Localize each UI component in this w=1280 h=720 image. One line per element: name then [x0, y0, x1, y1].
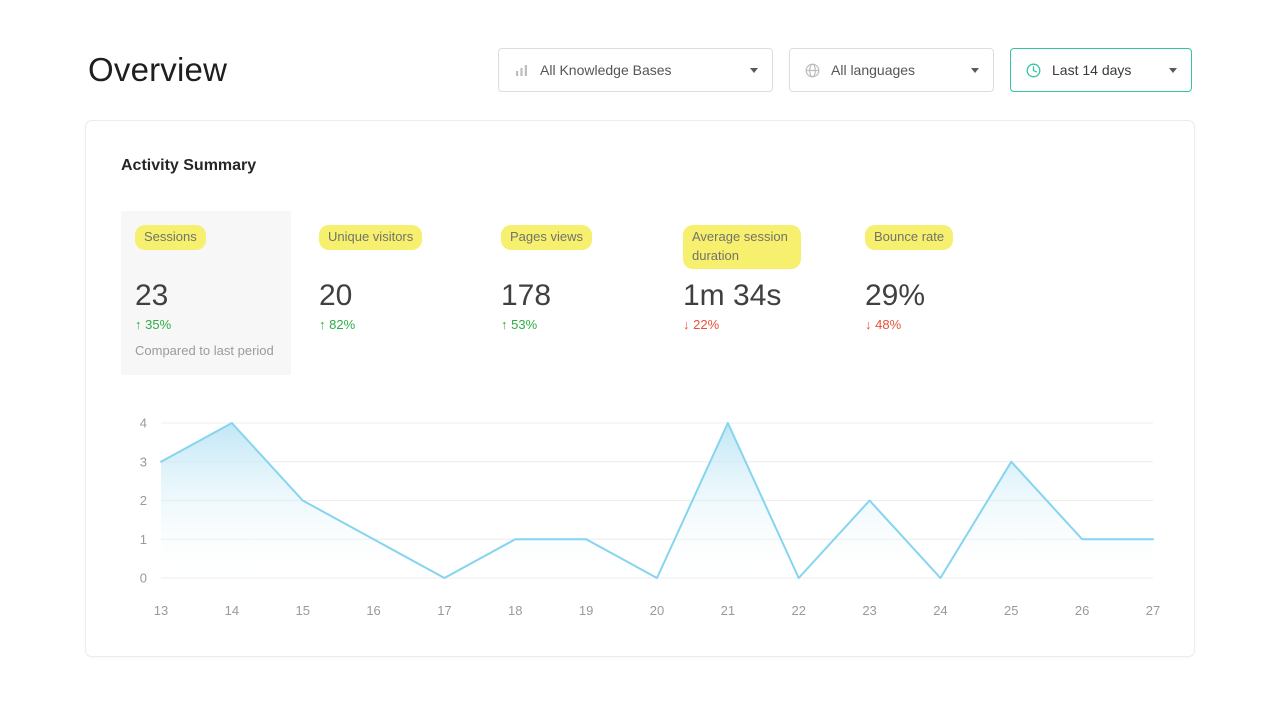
metric-note: Compared to last period	[135, 343, 274, 358]
knowledge-bases-icon	[513, 62, 530, 79]
metric-delta-value: 22%	[693, 317, 720, 332]
chevron-down-icon	[971, 67, 979, 73]
metric-label: Pages views	[501, 225, 592, 250]
svg-text:25: 25	[1004, 603, 1018, 618]
clock-icon	[1025, 62, 1042, 79]
metric-pages-views[interactable]: Pages views 178 ↑ 53%	[501, 211, 683, 375]
metric-value: 1m 34s	[683, 279, 782, 312]
metric-delta-value: 35%	[145, 317, 172, 332]
date-range-dropdown[interactable]: Last 14 days	[1010, 48, 1192, 92]
metric-sessions[interactable]: Sessions 23 ↑ 35% Compared to last perio…	[121, 211, 291, 375]
metric-delta-value: 53%	[511, 317, 538, 332]
metric-delta: ↓ 22%	[683, 317, 865, 332]
metric-delta-value: 48%	[875, 317, 902, 332]
metric-label: Unique visitors	[319, 225, 423, 250]
svg-text:19: 19	[579, 603, 593, 618]
languages-dropdown[interactable]: All languages	[789, 48, 994, 92]
svg-text:13: 13	[154, 603, 168, 618]
globe-icon	[804, 62, 821, 79]
svg-text:26: 26	[1075, 603, 1089, 618]
knowledge-bases-dropdown[interactable]: All Knowledge Bases	[498, 48, 773, 92]
metric-delta: ↑ 35%	[135, 317, 277, 332]
arrow-down-icon: ↓	[865, 317, 872, 332]
svg-text:22: 22	[791, 603, 805, 618]
svg-text:17: 17	[437, 603, 451, 618]
svg-text:20: 20	[650, 603, 664, 618]
metric-label: Average session duration	[683, 225, 801, 269]
svg-text:16: 16	[366, 603, 380, 618]
page-title: Overview	[88, 51, 228, 88]
page-header: Overview All Knowledge Bases All languag…	[0, 0, 1280, 92]
metric-label-wrap: Bounce rate	[865, 225, 1047, 279]
svg-text:14: 14	[225, 603, 239, 618]
card-title: Activity Summary	[121, 157, 257, 174]
svg-text:15: 15	[295, 603, 309, 618]
activity-chart: 0 1 2 3 4 13 14 15 16 17 18 19 20 21 22 23 24 25 26 27	[121, 413, 1160, 628]
svg-text:27: 27	[1146, 603, 1160, 618]
metric-value: 29%	[865, 279, 926, 312]
metric-label-wrap: Pages views	[501, 225, 683, 279]
chevron-down-icon	[750, 67, 758, 73]
arrow-down-icon: ↓	[683, 317, 690, 332]
arrow-up-icon: ↑	[135, 317, 142, 332]
metric-unique-visitors[interactable]: Unique visitors 20 ↑ 82%	[319, 211, 501, 375]
metric-delta: ↓ 48%	[865, 317, 1047, 332]
metric-bounce-rate[interactable]: Bounce rate 29% ↓ 48%	[865, 211, 1047, 375]
svg-text:4: 4	[140, 415, 147, 430]
metric-label-wrap: Sessions	[135, 225, 277, 279]
svg-text:2: 2	[140, 493, 147, 508]
metric-avg-session-duration[interactable]: Average session duration 1m 34s ↓ 22%	[683, 211, 865, 375]
metric-label: Sessions	[135, 225, 206, 250]
chevron-down-icon	[1169, 67, 1177, 73]
filters: All Knowledge Bases All languages Last 1…	[498, 48, 1192, 92]
metric-value: 178	[501, 279, 552, 312]
svg-text:1: 1	[140, 532, 147, 547]
activity-summary-card: Activity Summary Sessions 23 ↑ 35% Compa…	[85, 120, 1195, 657]
knowledge-bases-label: All Knowledge Bases	[540, 62, 672, 78]
metric-label-wrap: Unique visitors	[319, 225, 501, 279]
svg-text:0: 0	[140, 570, 147, 585]
svg-text:24: 24	[933, 603, 947, 618]
svg-text:23: 23	[862, 603, 876, 618]
metric-value: 20	[319, 279, 353, 312]
svg-text:3: 3	[140, 454, 147, 469]
metric-delta-value: 82%	[329, 317, 356, 332]
metrics-row: Sessions 23 ↑ 35% Compared to last perio…	[121, 211, 1159, 375]
arrow-up-icon: ↑	[319, 317, 326, 332]
svg-text:18: 18	[508, 603, 522, 618]
svg-text:21: 21	[721, 603, 735, 618]
date-range-label: Last 14 days	[1052, 62, 1132, 78]
metric-delta: ↑ 82%	[319, 317, 501, 332]
metric-label: Bounce rate	[865, 225, 954, 250]
metric-value: 23	[135, 279, 169, 312]
languages-label: All languages	[831, 62, 916, 78]
metric-delta: ↑ 53%	[501, 317, 683, 332]
metric-label-wrap: Average session duration	[683, 225, 865, 279]
arrow-up-icon: ↑	[501, 317, 508, 332]
